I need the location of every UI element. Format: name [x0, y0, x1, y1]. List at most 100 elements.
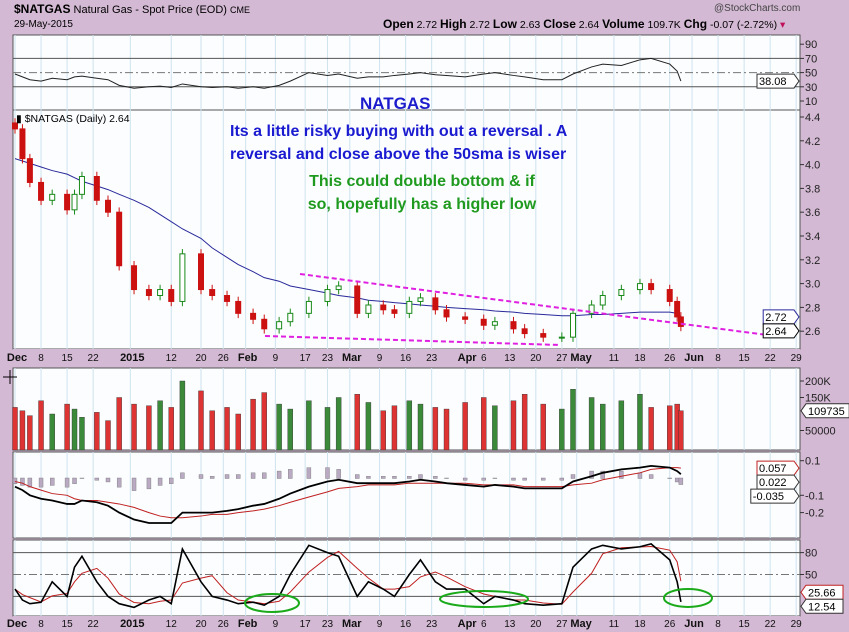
- candle-body: [674, 300, 681, 318]
- candle-body: [168, 289, 175, 302]
- x-tick-label: 2015: [120, 618, 144, 630]
- stoch-k-line: [14, 542, 682, 609]
- volume-bar: [406, 400, 413, 451]
- candle-body: [12, 122, 18, 130]
- macd-histogram-bar: [116, 477, 122, 488]
- volume-bar: [235, 413, 241, 451]
- macd-histogram-bar: [306, 467, 312, 479]
- stoch-highlight-ellipse: [439, 590, 529, 608]
- annotation-line1: Its a little risky buying with out a rev…: [230, 123, 568, 140]
- x-tick-label: Mar: [342, 352, 362, 364]
- candle-body: [443, 309, 450, 318]
- macd-histogram-bar: [355, 474, 360, 479]
- macd-histogram-bar: [678, 477, 684, 485]
- x-tick-label: Feb: [238, 352, 258, 364]
- x-tick-label: 8: [38, 619, 44, 630]
- volume-bar: [432, 407, 439, 451]
- macd-hist-tag: -0.035: [750, 488, 800, 504]
- volume-bar: [71, 408, 78, 451]
- volume-bar: [510, 400, 517, 451]
- x-tick-label: 20: [195, 619, 207, 630]
- volume-bar: [94, 412, 100, 451]
- rsi-tick-label: 10: [805, 96, 817, 108]
- macd-histogram-bar: [392, 476, 397, 479]
- macd-histogram-bar: [224, 474, 230, 479]
- x-tick-label: May: [570, 618, 592, 630]
- annotation-line3: This could double bottom & if: [309, 173, 535, 190]
- value-tag: [750, 488, 800, 504]
- price-tick-label: 3.0: [805, 279, 820, 291]
- value-tag: [800, 598, 844, 614]
- stoch-highlight-ellipse: [663, 588, 713, 608]
- value-tag-text: 38.08: [759, 76, 787, 88]
- volume-bar: [157, 400, 163, 451]
- macd-histogram-bar: [235, 474, 241, 479]
- candle-body: [64, 193, 71, 211]
- x-tick-label: May: [570, 352, 592, 364]
- volume-bar: [19, 410, 26, 451]
- x-tick-label: 26: [664, 619, 676, 630]
- candle-body: [491, 321, 498, 326]
- macd-histogram-bar: [481, 477, 486, 481]
- x-tick-label: Apr: [458, 352, 478, 364]
- candle-body: [71, 193, 78, 211]
- volume-bar: [559, 408, 565, 451]
- value-tag: [800, 584, 844, 600]
- volume-bar: [570, 389, 576, 451]
- value-tag-text: 0.057: [759, 463, 787, 475]
- macd-histogram-bar: [157, 477, 163, 486]
- volume-value: 109.7K: [647, 19, 681, 31]
- candle-body: [78, 176, 85, 195]
- low-value: 2.63: [519, 19, 541, 31]
- x-tick-label: 13: [504, 353, 516, 364]
- macd-line: [14, 464, 682, 524]
- x-tick-label: 6: [481, 353, 487, 364]
- macd-histogram-bar: [276, 470, 282, 479]
- volume-bar: [131, 403, 137, 451]
- macd-histogram-bar: [667, 477, 672, 479]
- candle-body: [305, 300, 312, 314]
- open-label: Open: [383, 17, 414, 31]
- down-arrow-icon: ▾: [780, 19, 786, 31]
- macd-histogram-bar: [72, 477, 77, 484]
- x-axis-strip: [13, 349, 800, 366]
- exchange: CME: [230, 5, 251, 15]
- value-tag-text: -0.035: [753, 491, 784, 503]
- chg-value: -0.07 (-2.72%): [709, 19, 778, 31]
- volume-bar: [391, 405, 398, 451]
- candle-body: [365, 304, 372, 314]
- macd-histogram-bar: [169, 477, 174, 484]
- x-tick-label: 12: [166, 353, 178, 364]
- stoch-highlight-ellipse: [244, 593, 300, 613]
- candle-body: [287, 312, 294, 323]
- candle-body: [636, 283, 643, 291]
- stoch-tick-label: 80: [805, 548, 817, 560]
- macd-histogram-bar: [105, 477, 111, 483]
- candle-body: [406, 300, 413, 314]
- legend-icon: ▮: [16, 113, 22, 125]
- value-tag-text: 25.66: [808, 587, 836, 599]
- volume-bar: [64, 403, 70, 451]
- volume-bar: [443, 408, 450, 451]
- high-label: High: [439, 17, 467, 31]
- volume-bar: [224, 407, 230, 451]
- x-tick-label: 17: [300, 353, 312, 364]
- macd-histogram-bar: [146, 477, 152, 490]
- volume-label: Volume: [602, 17, 645, 31]
- price-tick-label: 3.2: [805, 255, 820, 267]
- x-tick-label: 22: [88, 353, 100, 364]
- macd-histogram-bar: [94, 477, 100, 481]
- x-tick-label: 22: [765, 619, 777, 630]
- macd-histogram-bar: [38, 477, 44, 488]
- macd-histogram-bar: [262, 472, 267, 479]
- macd-histogram-bar: [541, 477, 546, 481]
- stoch-tick-label: 50: [805, 570, 817, 582]
- candle-body: [209, 289, 216, 296]
- close-value-tag: 2.64: [762, 323, 800, 339]
- volume-bar: [38, 400, 44, 451]
- macd-histogram-bar: [250, 472, 256, 479]
- volume-bar: [335, 397, 342, 451]
- macd-histogram-bar: [444, 477, 449, 479]
